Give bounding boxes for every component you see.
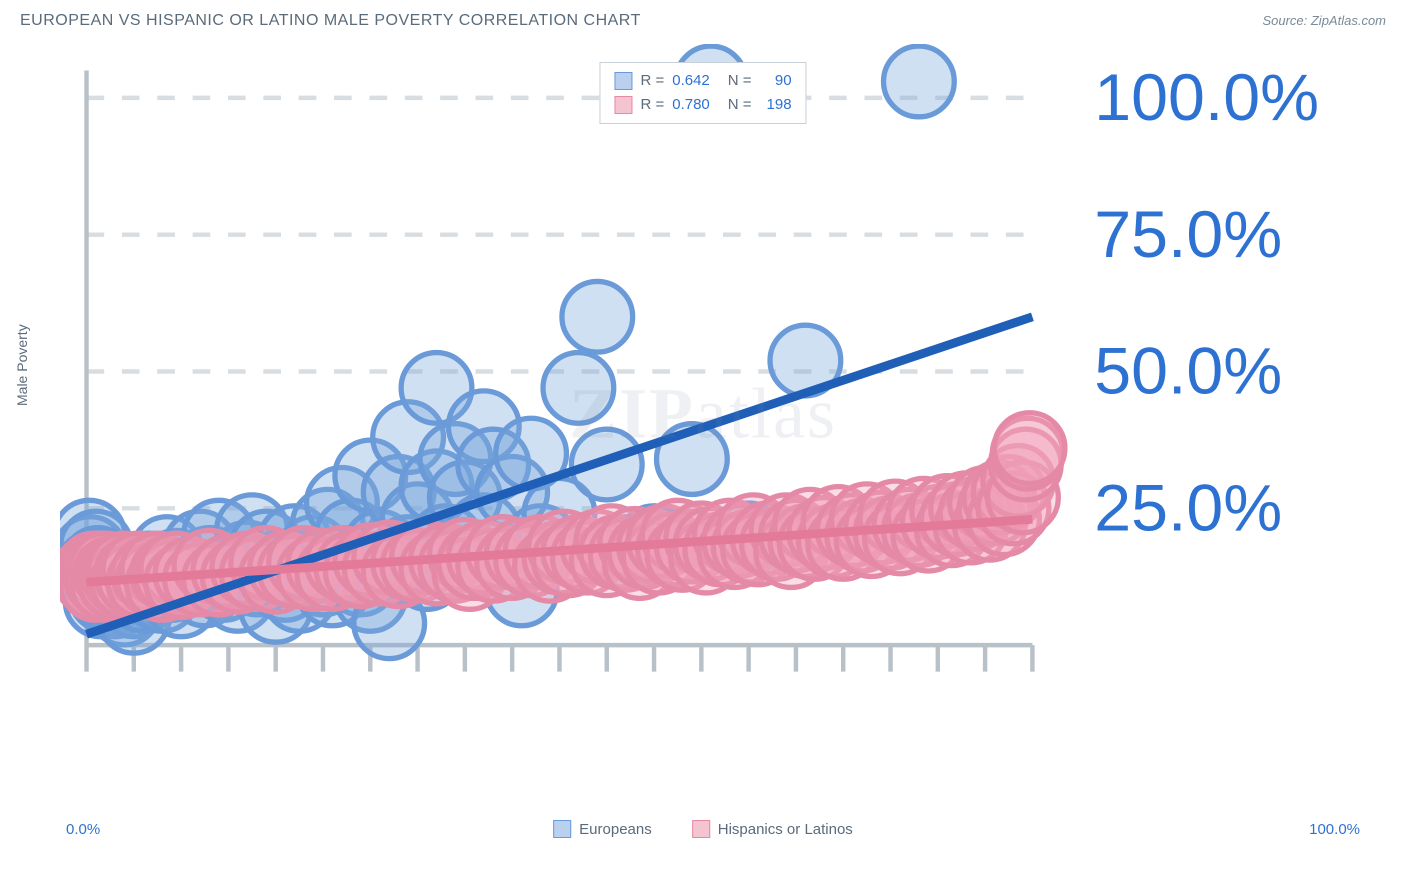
- correlation-row-1: R = 0.642 N = 90: [614, 69, 791, 93]
- chart-area: Male Poverty 25.0%50.0%75.0%100.0% ZIPat…: [20, 44, 1386, 848]
- x-axis-max-label: 100.0%: [1309, 821, 1360, 838]
- swatch-icon: [553, 820, 571, 838]
- svg-text:25.0%: 25.0%: [1094, 471, 1282, 545]
- svg-text:50.0%: 50.0%: [1094, 335, 1282, 409]
- correlation-legend: R = 0.642 N = 90 R = 0.780 N = 198: [599, 62, 806, 124]
- legend-item-europeans: Europeans: [553, 820, 652, 838]
- scatter-chart: 25.0% 50.0% 75.0% 100.0%: [60, 44, 1386, 707]
- y-axis-label: Male Poverty: [14, 324, 30, 406]
- chart-header: EUROPEAN VS HISPANIC OR LATINO MALE POVE…: [0, 0, 1406, 30]
- chart-title: EUROPEAN VS HISPANIC OR LATINO MALE POVE…: [20, 12, 641, 30]
- swatch-icon: [614, 96, 632, 114]
- chart-source: Source: ZipAtlas.com: [1262, 13, 1386, 28]
- swatch-icon: [614, 72, 632, 90]
- x-axis-min-label: 0.0%: [66, 821, 100, 838]
- svg-text:75.0%: 75.0%: [1094, 198, 1282, 272]
- svg-text:100.0%: 100.0%: [1094, 61, 1319, 135]
- legend-item-hispanics: Hispanics or Latinos: [692, 820, 853, 838]
- series-legend: Europeans Hispanics or Latinos: [553, 820, 853, 838]
- swatch-icon: [692, 820, 710, 838]
- correlation-row-2: R = 0.780 N = 198: [614, 93, 791, 117]
